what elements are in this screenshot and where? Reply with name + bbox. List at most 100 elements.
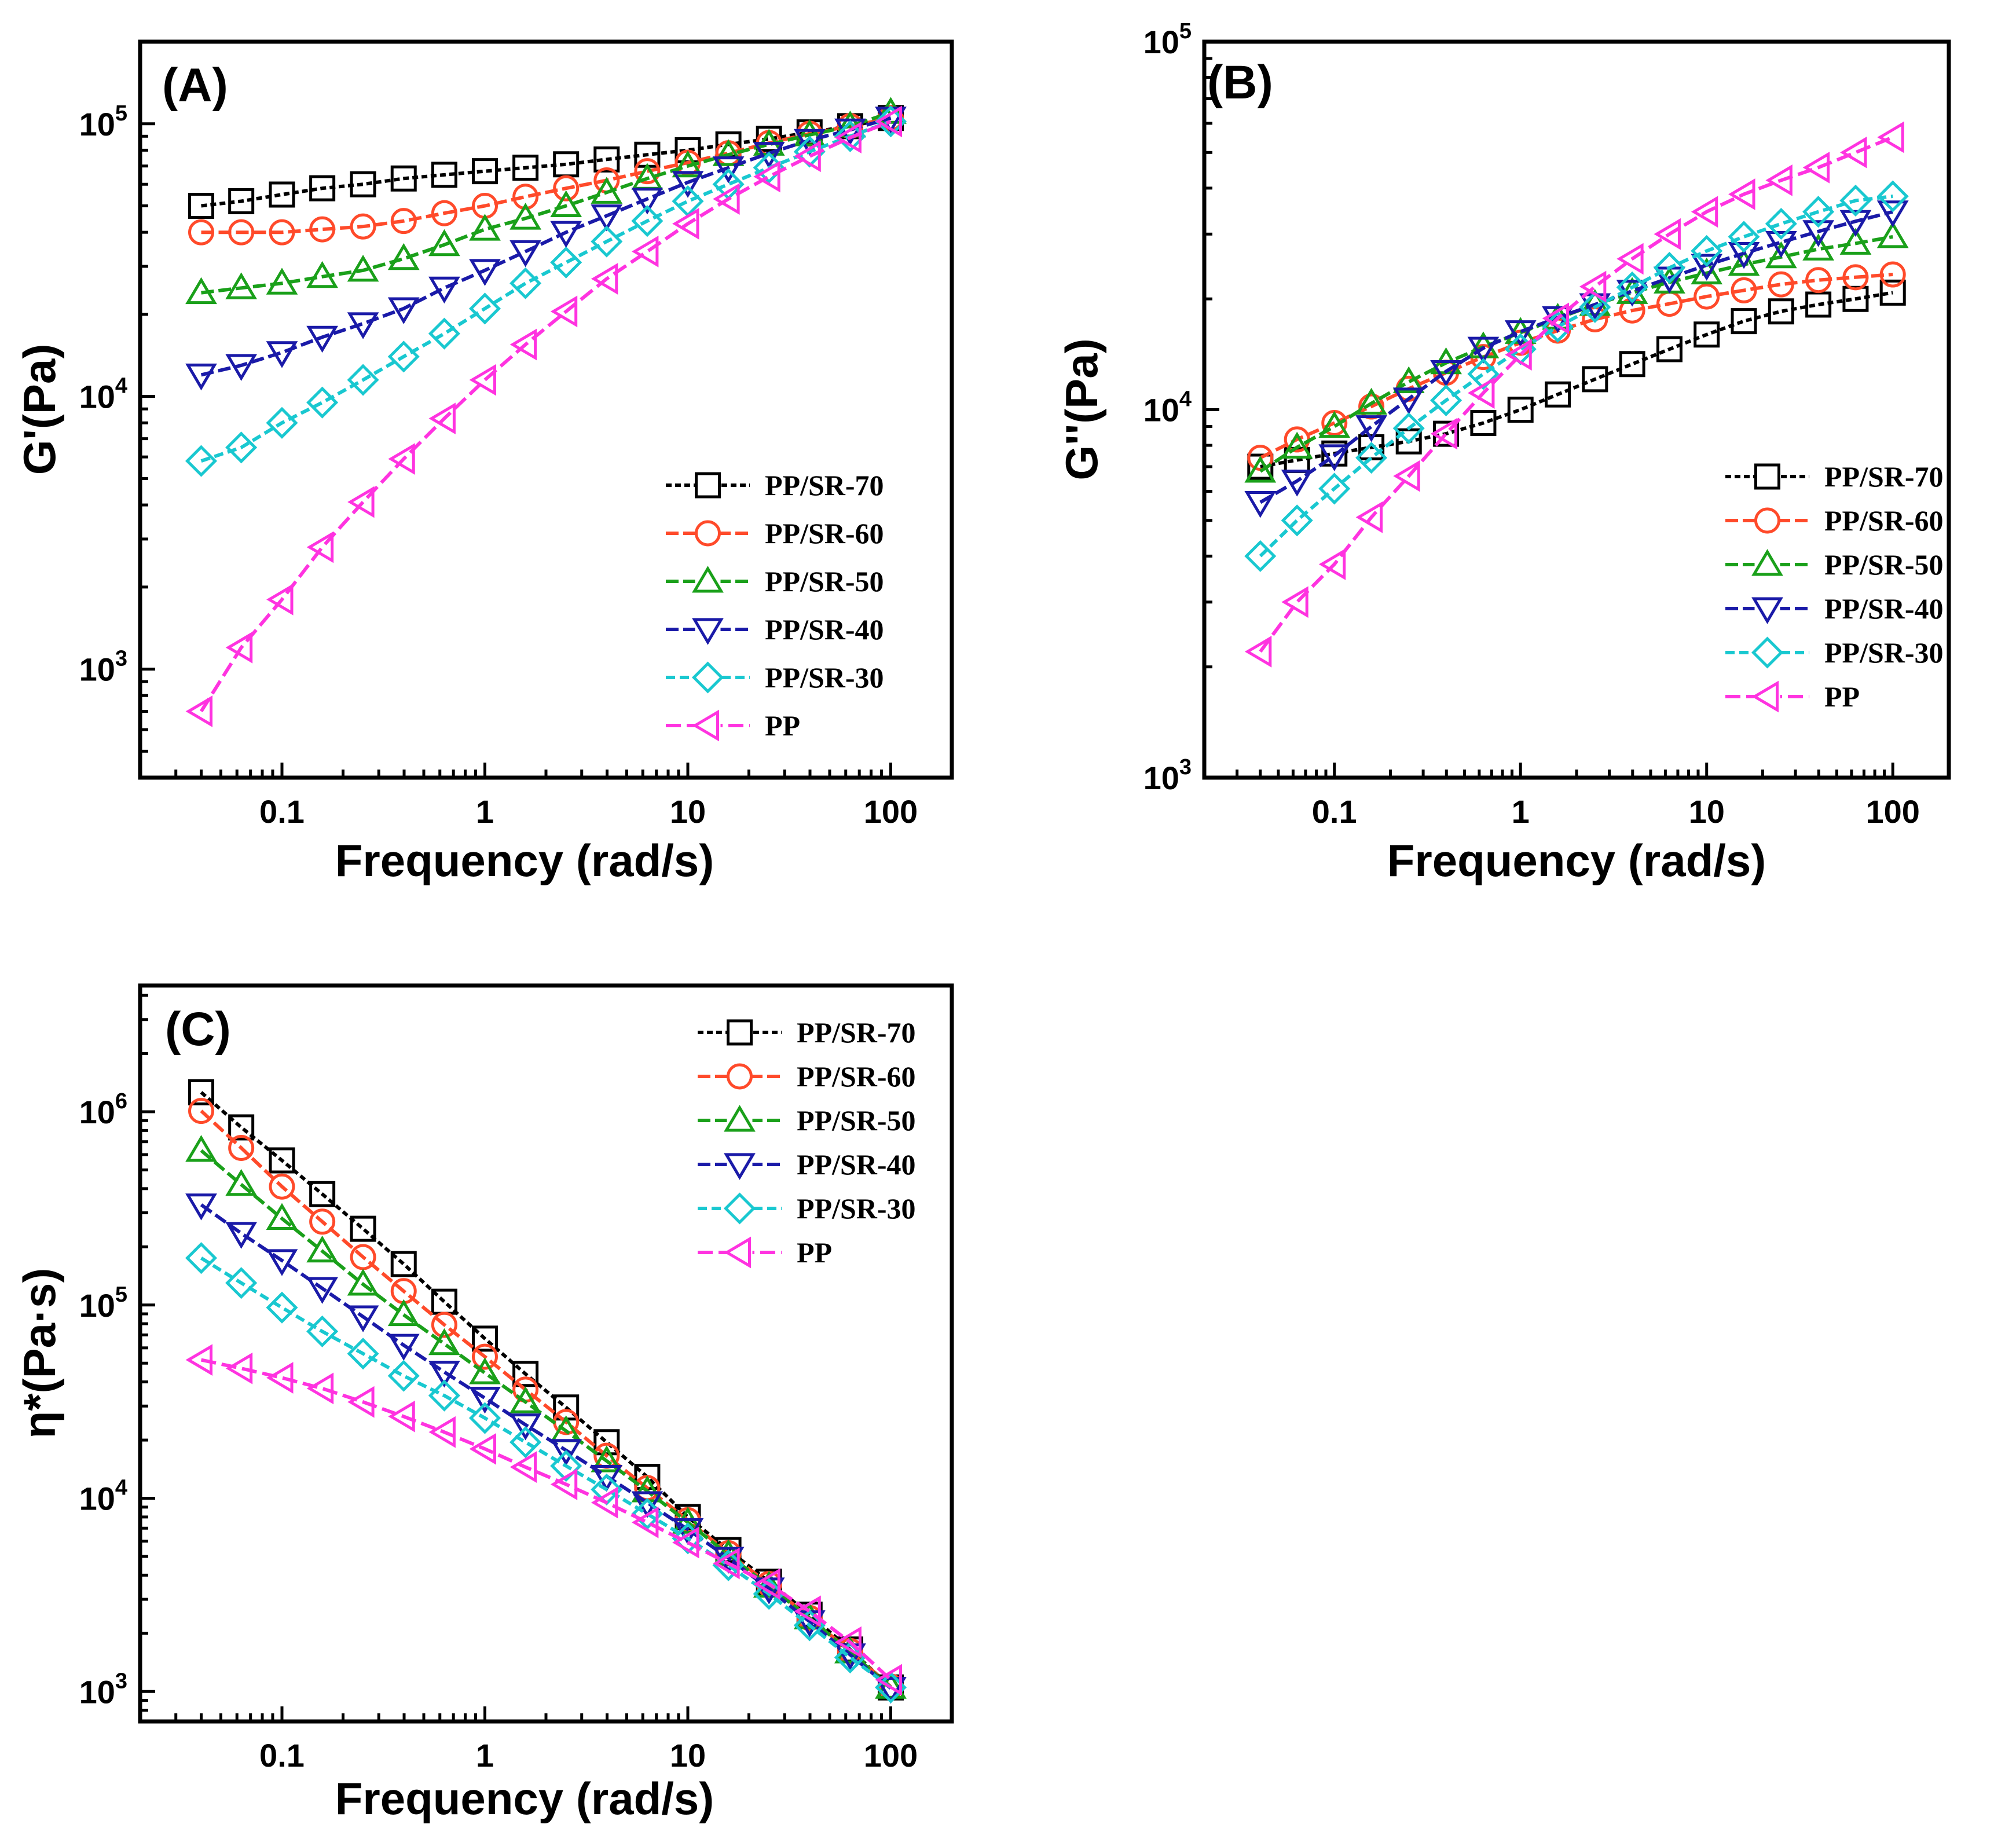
data-point-pp-sr-50 xyxy=(1244,456,1277,483)
data-point-pp-sr-40 xyxy=(510,240,541,268)
data-point-pp-sr-30 xyxy=(1691,235,1723,267)
data-point-pp-sr-30 xyxy=(306,1315,339,1347)
data-point-pp-sr-30 xyxy=(1430,384,1462,416)
data-point-pp-sr-30 xyxy=(1281,504,1313,537)
data-point-pp-sr-60 xyxy=(228,219,255,246)
y-axis-label: η*(Pa·s) xyxy=(14,1268,65,1439)
data-point-pp xyxy=(1579,270,1607,303)
legend-marker xyxy=(723,1192,756,1225)
series-pp-sr-40 xyxy=(185,107,907,391)
data-point-pp xyxy=(1505,339,1532,371)
data-point-pp-sr-70 xyxy=(512,155,539,181)
data-point-pp-sr-70 xyxy=(188,193,215,219)
data-point-pp xyxy=(185,1344,213,1376)
data-point-pp-sr-50 xyxy=(1839,228,1872,255)
data-point-pp-sr-40 xyxy=(266,1249,298,1276)
legend-item-pp: PP xyxy=(1725,680,1860,713)
data-point-pp xyxy=(1542,302,1570,335)
x-tick-label: 10 xyxy=(670,1737,706,1774)
legend-marker-bg xyxy=(727,1196,753,1221)
data-point-pp-sr-70 xyxy=(309,175,336,202)
data-point-pp xyxy=(550,295,578,328)
data-point-pp-sr-30 xyxy=(1392,412,1425,445)
data-point-pp-sr-30 xyxy=(1876,180,1909,213)
legend-marker-triangle-down xyxy=(1751,597,1783,624)
data-point-pp-sr-70 xyxy=(309,1181,336,1207)
x-axis-label: Frequency (rad/s) xyxy=(335,1773,714,1824)
data-point-pp-sr-50 xyxy=(1318,411,1351,438)
legend-label: PP/SR-50 xyxy=(1824,548,1944,581)
x-axis-label: Frequency (rad/s) xyxy=(335,835,714,886)
data-point-pp xyxy=(510,328,537,361)
data-point-pp-sr-60 xyxy=(269,219,295,246)
data-point-pp xyxy=(550,1468,578,1500)
data-point-pp-sr-30 xyxy=(550,246,582,279)
data-point-pp-sr-50 xyxy=(1355,387,1387,415)
data-point-pp-sr-30 xyxy=(347,364,379,396)
legend: PP/SR-70 PP/SR-60 PP/SR-50 PP/SR-40 PP/SR-30… xyxy=(1725,460,1944,713)
data-point-pp-sr-30 xyxy=(510,1426,542,1459)
data-point-pp-sr-50 xyxy=(185,1135,217,1162)
data-point-pp-sr-70 xyxy=(1395,428,1422,455)
data-point-pp xyxy=(185,695,213,727)
data-point-pp-sr-50 xyxy=(225,272,258,299)
data-point-pp xyxy=(1318,548,1346,580)
data-point-pp-sr-40 xyxy=(550,1439,582,1466)
legend-marker xyxy=(1754,507,1780,534)
legend-item-pp-sr-40: PP/SR-40 xyxy=(698,1148,916,1181)
x-tick-label: 0.1 xyxy=(1312,793,1357,830)
data-point-pp xyxy=(631,236,659,268)
data-point-pp-sr-70 xyxy=(1470,410,1497,437)
data-point-pp-sr-40 xyxy=(387,1334,420,1361)
data-point-pp-sr-60 xyxy=(350,213,376,240)
series-line-pp-sr-50 xyxy=(1259,235,1893,473)
legend-item-pp-sr-70: PP/SR-70 xyxy=(698,1016,916,1049)
data-point-pp xyxy=(753,160,780,193)
data-point-pp-sr-40 xyxy=(712,156,745,184)
series-line-pp-sr-70 xyxy=(201,116,892,208)
data-point-pp-sr-30 xyxy=(591,225,623,258)
legend-label: PP/SR-40 xyxy=(765,613,884,646)
legend-item-pp-sr-30: PP/SR-30 xyxy=(1725,636,1944,669)
data-point-pp-sr-40 xyxy=(1467,336,1500,364)
data-point-pp xyxy=(1877,121,1904,153)
legend-marker-triangle-up xyxy=(724,1105,756,1132)
data-point-pp-sr-50 xyxy=(1691,257,1723,285)
data-point-pp-sr-60 xyxy=(431,1312,457,1338)
data-point-pp xyxy=(1802,151,1830,184)
panel-c-complex-viscosity: 0.1 1 10 100 103 104 105 106 Frequency (rad/s) η*… xyxy=(14,983,954,1824)
y-tick-label: 104 xyxy=(1143,387,1192,428)
data-point-pp-sr-40 xyxy=(1728,241,1760,269)
data-point-pp xyxy=(266,584,294,616)
legend-marker xyxy=(727,1019,753,1046)
data-point-pp-sr-70 xyxy=(1619,351,1645,378)
data-point-pp-sr-50 xyxy=(672,150,704,178)
series-line-pp xyxy=(199,119,892,713)
x-tick-label: 100 xyxy=(864,793,918,830)
data-point-pp-sr-30 xyxy=(1802,196,1835,228)
data-point-pp-sr-40 xyxy=(347,1305,379,1332)
data-point-pp-sr-70 xyxy=(471,1325,498,1352)
data-point-pp-sr-70 xyxy=(350,171,376,197)
data-point-pp-sr-40 xyxy=(428,1361,460,1388)
data-point-pp xyxy=(875,1664,902,1696)
legend-marker-triangle-left xyxy=(692,709,719,742)
legend-marker xyxy=(691,661,724,694)
data-point-pp xyxy=(591,263,618,295)
data-point-pp-sr-60 xyxy=(1619,297,1645,324)
data-point-pp-sr-50 xyxy=(793,119,826,146)
data-point-pp-sr-70 xyxy=(593,146,620,173)
data-point-pp-sr-30 xyxy=(1653,251,1685,284)
legend-marker xyxy=(692,566,724,594)
data-point-pp-sr-70 xyxy=(188,1079,215,1106)
series-pp xyxy=(185,1344,902,1696)
data-point-pp-sr-60 xyxy=(1694,283,1720,310)
data-point-pp-sr-50 xyxy=(1765,241,1797,269)
data-point-pp-sr-50 xyxy=(387,1299,420,1327)
data-point-pp xyxy=(1430,417,1458,450)
data-point-pp xyxy=(428,402,456,435)
data-point-pp xyxy=(1765,164,1793,196)
legend-marker-square xyxy=(695,472,721,499)
data-point-pp-sr-70 xyxy=(269,1147,295,1174)
legend-marker-bg xyxy=(695,665,721,690)
